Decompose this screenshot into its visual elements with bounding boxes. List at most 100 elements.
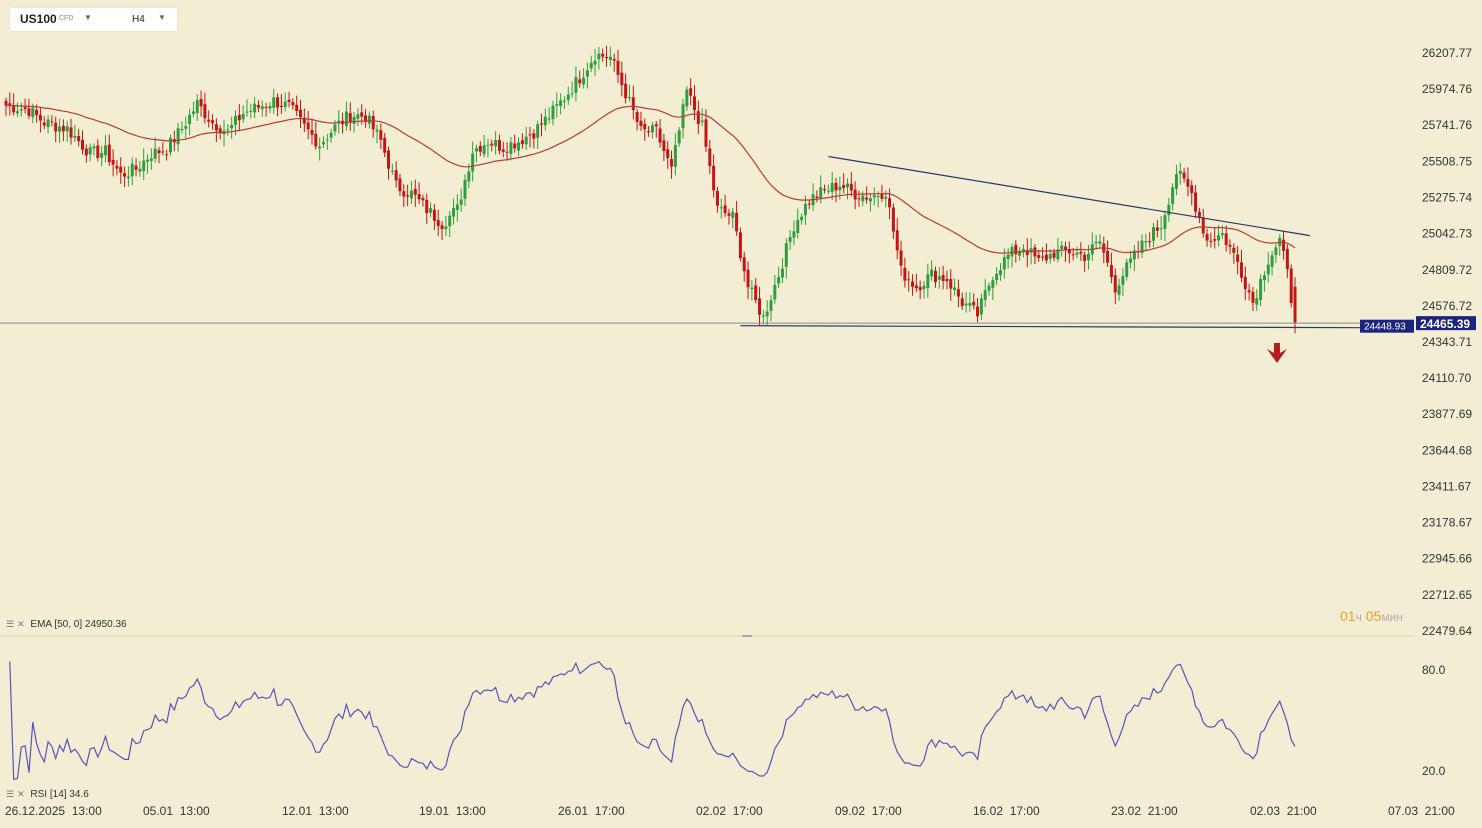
caret-down-icon[interactable]: ▼ (158, 13, 166, 22)
candle-body (517, 142, 521, 151)
candle-body (995, 273, 999, 281)
price-tick-label: 24110.70 (1422, 371, 1471, 385)
candle-body (398, 178, 402, 192)
candle-body (146, 159, 150, 162)
candle-body (922, 285, 926, 290)
close-icon[interactable]: ✕ (17, 619, 25, 629)
candle-body (58, 126, 62, 132)
candle-body (758, 298, 762, 315)
candle-body (1274, 247, 1278, 255)
candle-body (256, 104, 260, 108)
candle-body (780, 268, 784, 278)
time-tick-label: 05.01 13:00 (143, 804, 210, 818)
candle-body (696, 111, 700, 125)
candle-body (1270, 255, 1274, 267)
candle-body (367, 115, 371, 124)
candle-body (276, 97, 280, 108)
candle-body (444, 226, 448, 230)
close-icon[interactable]: ✕ (17, 789, 25, 799)
candle-body (849, 183, 853, 191)
candle-body (459, 199, 463, 205)
candle-body (1259, 278, 1263, 300)
candle-body (176, 128, 180, 145)
candle-body (666, 149, 670, 158)
candle-body (142, 160, 146, 172)
time-tick-label: 07.03 21:00 (1388, 804, 1455, 818)
candle-body (1052, 252, 1056, 258)
candle-body (1217, 235, 1221, 241)
candle-body (211, 120, 215, 124)
candle-body (578, 79, 582, 84)
candle-body (344, 111, 348, 127)
candle-body (1213, 239, 1217, 241)
candle-body (1266, 264, 1270, 275)
candle-body (168, 137, 172, 153)
candle-body (497, 140, 501, 151)
candle-body (218, 128, 222, 134)
candle-body (960, 298, 964, 307)
candle-body (945, 278, 949, 282)
candle-body (115, 165, 119, 169)
candle-body (157, 150, 161, 154)
candle-body (501, 149, 505, 152)
candle-body (562, 100, 566, 102)
candle-body (490, 143, 494, 146)
candle-body (861, 195, 865, 202)
candle-body (279, 105, 283, 108)
candle-body (635, 112, 639, 123)
candle-body (299, 109, 303, 118)
candle-body (979, 298, 983, 315)
candle-body (647, 131, 651, 133)
rsi-value: 34.6 (69, 789, 89, 800)
candle-body (972, 301, 976, 306)
candle-body (838, 186, 842, 191)
candle-body (903, 267, 907, 281)
candle-body (937, 276, 941, 280)
candle-body (627, 97, 631, 99)
candle-body (953, 287, 957, 291)
candle-body (1186, 178, 1190, 187)
candle-body (314, 133, 318, 147)
candle-body (746, 269, 750, 288)
candle-body (1205, 233, 1209, 241)
candle-body (1155, 227, 1159, 231)
candle-body (272, 97, 276, 108)
candle-body (761, 315, 765, 317)
candle-body (513, 143, 517, 149)
candle-body (543, 116, 547, 126)
candle-body (693, 96, 696, 111)
candle-body (1167, 204, 1171, 216)
candle-body (708, 148, 712, 167)
candle-body (390, 170, 394, 172)
candle-body (38, 114, 42, 121)
candle-body (306, 122, 310, 130)
time-tick-label: 16.02 17:00 (973, 804, 1040, 818)
timer-hours: 01 (1340, 608, 1356, 624)
candle-body (857, 198, 861, 200)
settings-icon[interactable]: ☰ (6, 619, 15, 629)
candle-body (700, 120, 704, 123)
candle-body (413, 188, 417, 195)
candle-body (329, 132, 333, 138)
candle-body (23, 107, 27, 110)
timeframe-selector[interactable]: H4 (132, 14, 145, 25)
candle-body (593, 60, 597, 65)
candle-body (283, 101, 287, 108)
candle-body (1182, 172, 1186, 179)
candle-body (1289, 268, 1293, 304)
candle-body (689, 88, 693, 96)
caret-down-icon[interactable]: ▼ (84, 13, 92, 22)
candle-body (608, 56, 612, 60)
candle-body (356, 114, 360, 119)
candle-body (662, 140, 666, 152)
symbol-selector[interactable]: US100 CFD ▼ H4 ▼ (10, 8, 177, 31)
candle-body (1033, 247, 1037, 257)
candle-body (520, 140, 524, 145)
candle-body (429, 208, 433, 213)
current-price-label-bg (1416, 316, 1476, 331)
candle-body (402, 191, 406, 197)
candle-body (302, 117, 306, 124)
candle-body (555, 103, 559, 106)
settings-icon[interactable]: ☰ (6, 789, 15, 799)
